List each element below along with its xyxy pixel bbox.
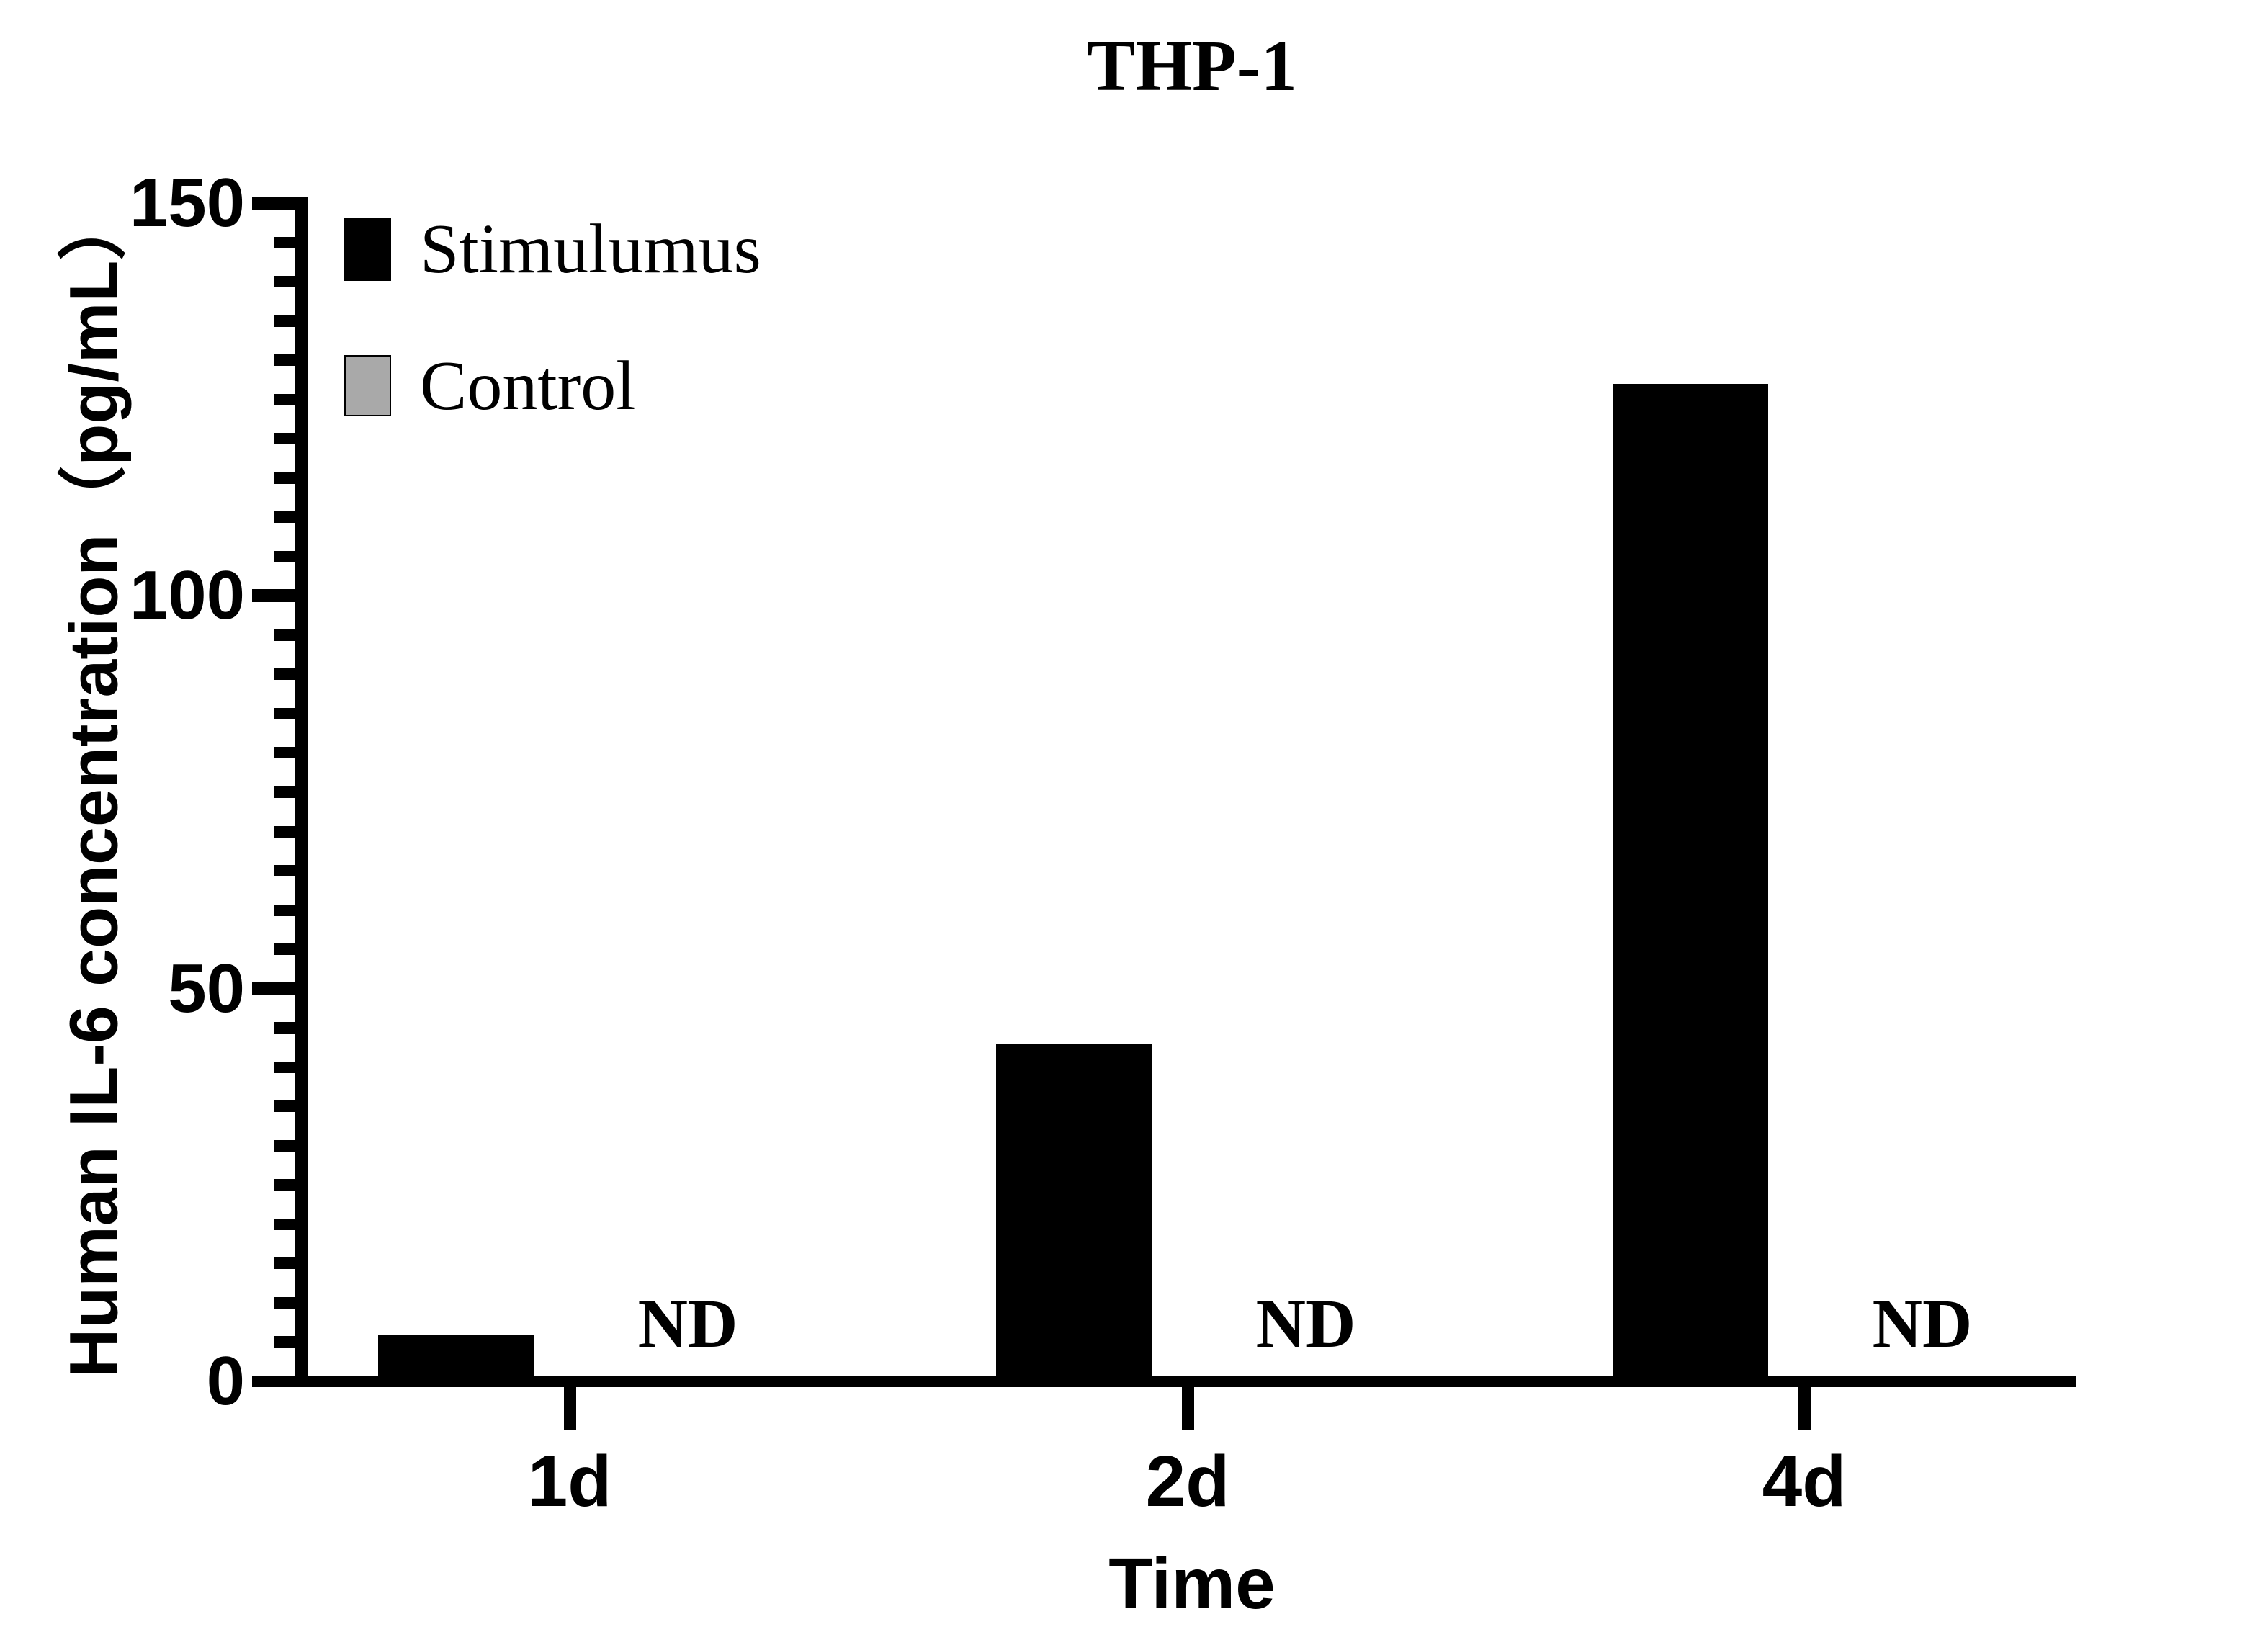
y-tick-label-50: 50 bbox=[168, 949, 245, 1027]
y-minor-tick-70 bbox=[274, 825, 308, 838]
y-minor-tick-85 bbox=[274, 707, 308, 719]
y-minor-tick-105 bbox=[274, 550, 308, 562]
y-minor-tick-75 bbox=[274, 786, 308, 798]
nd-label-1d: ND bbox=[637, 1285, 738, 1362]
x-tick-2d bbox=[1181, 1387, 1194, 1430]
y-minor-tick-95 bbox=[274, 629, 308, 641]
y-minor-tick-5 bbox=[274, 1336, 308, 1348]
chart-title: THP-1 bbox=[1087, 25, 1297, 106]
y-minor-tick-110 bbox=[274, 511, 308, 524]
y-minor-tick-45 bbox=[274, 1022, 308, 1034]
y-minor-tick-60 bbox=[274, 904, 308, 916]
y-minor-tick-40 bbox=[274, 1061, 308, 1073]
y-tick-label-100: 100 bbox=[129, 557, 245, 635]
y-minor-tick-55 bbox=[274, 943, 308, 956]
y-major-tick-50 bbox=[252, 982, 308, 995]
nd-label-4d: ND bbox=[1872, 1285, 1973, 1362]
x-tick-1d bbox=[563, 1387, 576, 1430]
y-tick-label-150: 150 bbox=[129, 164, 245, 241]
legend-swatch-control bbox=[344, 355, 391, 416]
x-tick-label-4d: 4d bbox=[1762, 1441, 1847, 1522]
y-minor-tick-15 bbox=[274, 1257, 308, 1270]
y-major-tick-100 bbox=[252, 589, 308, 603]
x-tick-label-2d: 2d bbox=[1145, 1441, 1230, 1522]
nd-label-2d: ND bbox=[1255, 1285, 1356, 1362]
y-minor-tick-130 bbox=[274, 354, 308, 367]
y-minor-tick-120 bbox=[274, 433, 308, 445]
y-minor-tick-90 bbox=[274, 668, 308, 681]
bar-stimulumus-4d bbox=[1613, 383, 1768, 1384]
y-minor-tick-115 bbox=[274, 472, 308, 484]
y-minor-tick-80 bbox=[274, 747, 308, 759]
y-minor-tick-140 bbox=[274, 276, 308, 288]
y-minor-tick-20 bbox=[274, 1218, 308, 1230]
y-minor-tick-10 bbox=[274, 1296, 308, 1309]
x-axis-line bbox=[252, 1376, 2076, 1387]
y-minor-tick-25 bbox=[274, 1179, 308, 1191]
y-major-tick-150 bbox=[252, 197, 308, 210]
y-minor-tick-30 bbox=[274, 1139, 308, 1152]
y-minor-tick-125 bbox=[274, 393, 308, 405]
legend-label-control: Control bbox=[420, 347, 636, 425]
y-minor-tick-135 bbox=[274, 315, 308, 327]
y-minor-tick-65 bbox=[274, 865, 308, 877]
y-axis-title: Human IL-6 concentration（pg/mL） bbox=[55, 192, 133, 1378]
legend-swatch-stimulumus bbox=[344, 218, 391, 281]
y-minor-tick-35 bbox=[274, 1100, 308, 1113]
x-tick-4d bbox=[1798, 1387, 1811, 1430]
x-axis-title: Time bbox=[1108, 1543, 1276, 1624]
y-tick-label-0: 0 bbox=[206, 1342, 245, 1420]
bar-stimulumus-2d bbox=[996, 1044, 1152, 1384]
x-tick-label-1d: 1d bbox=[527, 1441, 612, 1522]
legend-label-stimulumus: Stimulumus bbox=[420, 210, 761, 288]
y-minor-tick-145 bbox=[274, 236, 308, 248]
